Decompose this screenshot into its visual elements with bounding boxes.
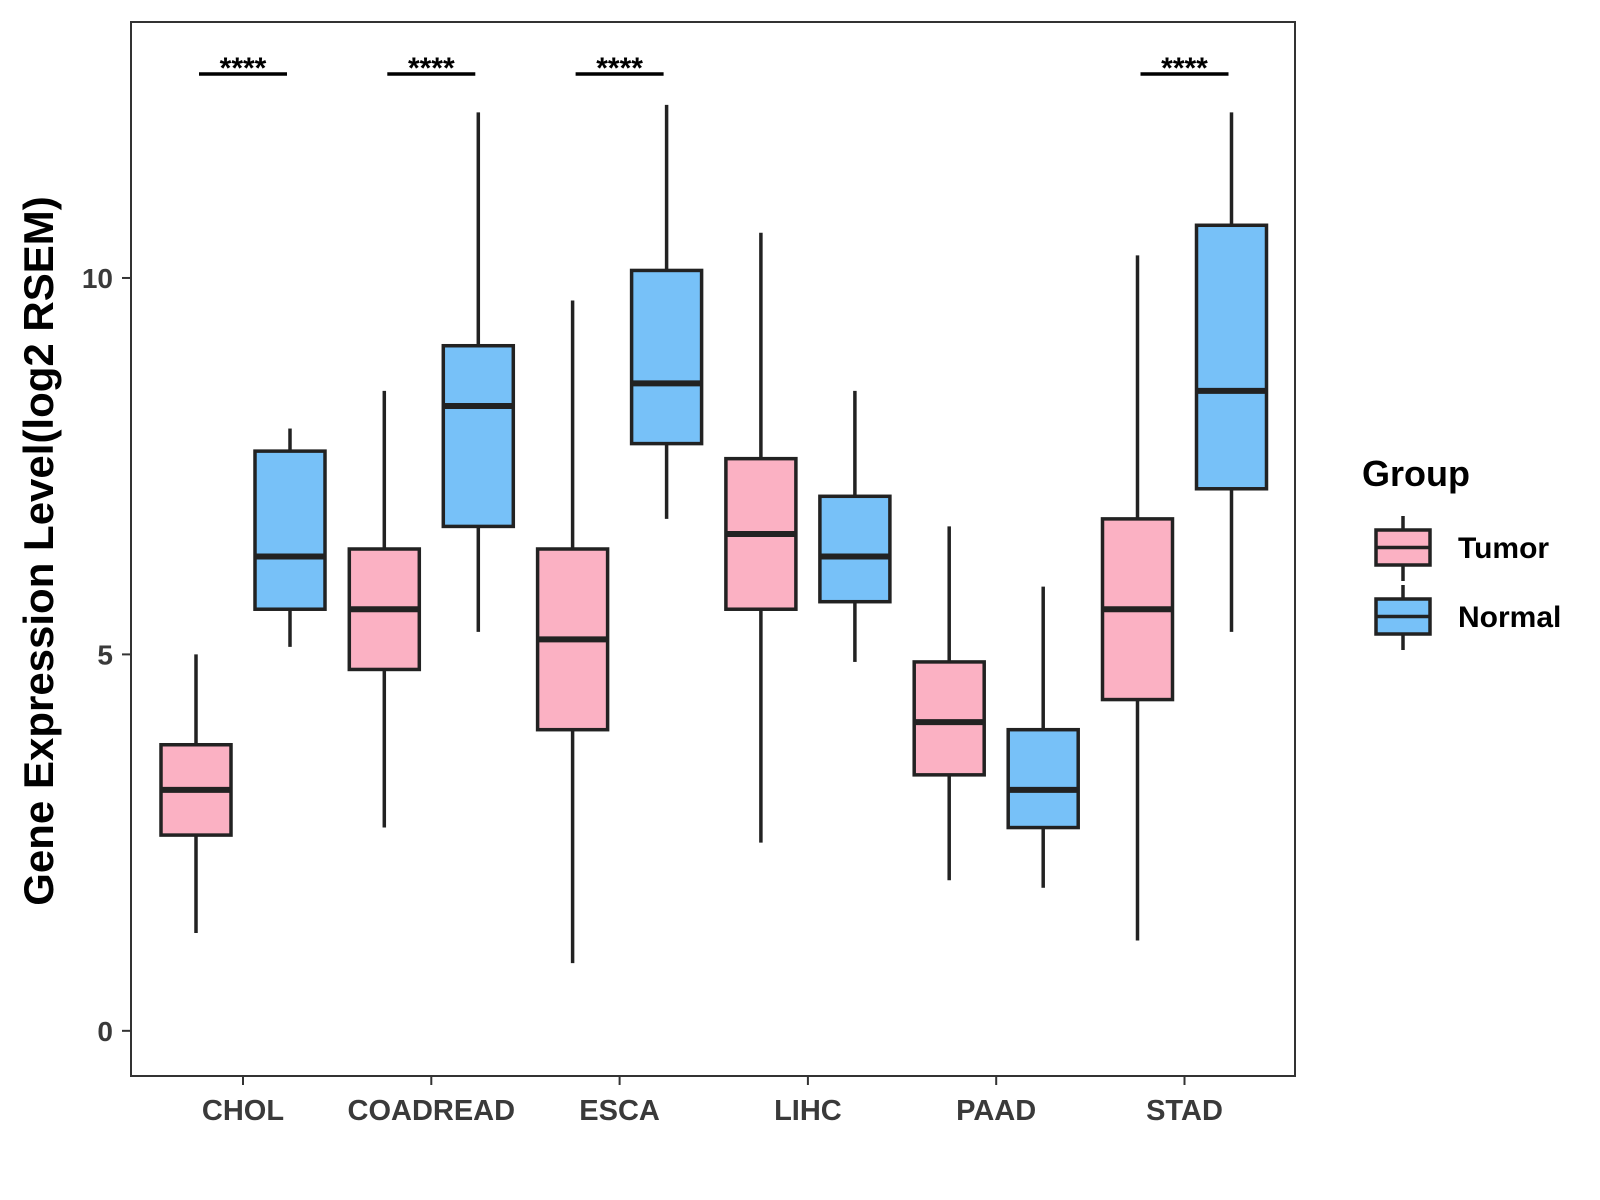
box-tumor-coadread[interactable] [347,390,422,828]
box-iqr [253,449,327,611]
box-iqr [912,660,986,777]
box-normal-lihc[interactable] [818,390,892,662]
box-normal-coadread[interactable] [441,112,516,632]
x-tick-label-coadread: COADREAD [348,1095,516,1127]
box-tumor-stad[interactable] [1100,255,1175,941]
box-iqr [1194,223,1269,491]
y-axis-title: Gene Expression Level(log2 RSEM) [15,196,62,906]
significance-label: **** [408,52,455,85]
significance-label: **** [596,52,643,85]
y-tick-label: 10 [82,263,113,294]
significance-stad: **** [1140,52,1229,85]
box-normal-paad[interactable] [1006,586,1080,888]
box-iqr [818,494,892,604]
box-iqr [441,343,516,529]
plot-layer: 0 5 10 CHOL COADREAD ESCA LIHC PAAD STAD **** ****… [82,21,1296,1127]
plot-panel-border [130,21,1296,1077]
legend-label-normal: Normal [1458,601,1561,634]
significance-label: **** [1161,52,1208,85]
box-tumor-lihc[interactable] [724,232,798,843]
box-normal-stad[interactable] [1194,112,1269,632]
legend-item-tumor[interactable]: Tumor [1374,516,1549,581]
significance-label: **** [220,52,267,85]
significance-chol: **** [199,52,287,85]
box-normal-chol[interactable] [253,428,327,647]
legend-item-normal[interactable]: Normal [1374,585,1561,650]
legend-title: Group [1362,453,1470,494]
legend-label-tumor: Tumor [1458,532,1549,565]
box-tumor-paad[interactable] [912,526,986,881]
legend: Group Tumor Normal [1362,453,1561,650]
y-tick-label: 0 [97,1016,113,1047]
x-tick-label-chol: CHOL [202,1095,284,1127]
y-tick-label: 5 [97,639,113,670]
box-normal-esca[interactable] [629,104,704,519]
x-tick-label-lihc: LIHC [774,1095,842,1127]
box-iqr [1006,727,1080,830]
x-tick-label-stad: STAD [1146,1095,1223,1127]
x-tick-label-paad: PAAD [956,1095,1036,1127]
significance-esca: **** [575,52,664,85]
box-tumor-chol[interactable] [159,654,233,933]
significance-coadread: **** [387,52,476,85]
box-iqr [629,268,704,446]
x-tick-label-esca: ESCA [579,1095,660,1127]
box-tumor-esca[interactable] [535,300,610,964]
